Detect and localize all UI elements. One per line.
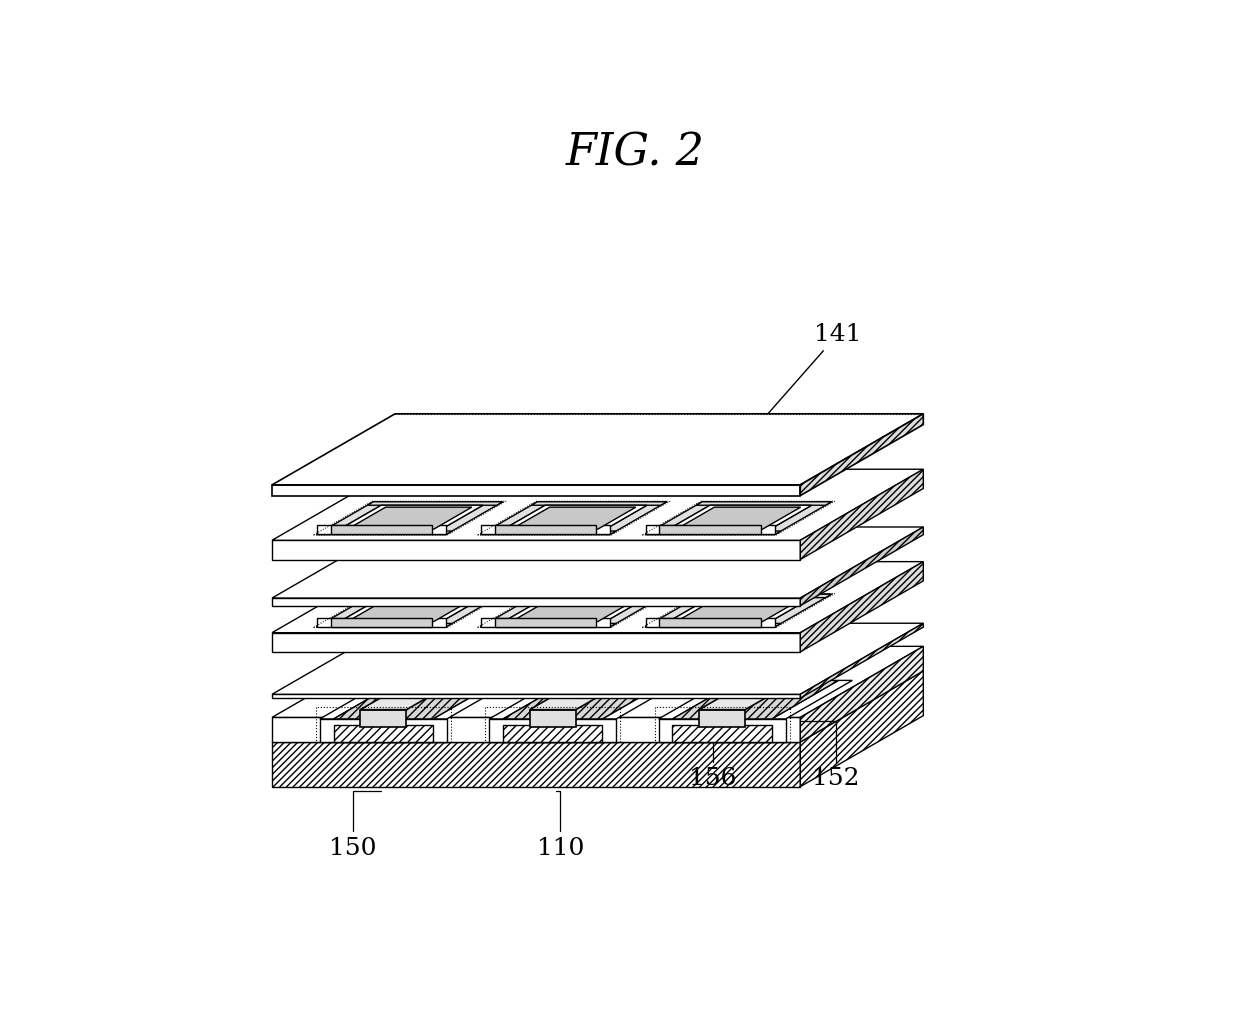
Polygon shape (481, 623, 616, 627)
Polygon shape (532, 502, 667, 505)
Polygon shape (761, 595, 832, 627)
Polygon shape (490, 719, 616, 742)
Polygon shape (800, 671, 924, 787)
Text: FIG. 2: FIG. 2 (565, 131, 706, 174)
Polygon shape (433, 595, 502, 627)
Polygon shape (800, 623, 924, 698)
Polygon shape (658, 680, 739, 719)
Polygon shape (501, 505, 647, 531)
Polygon shape (503, 725, 603, 742)
Polygon shape (800, 527, 924, 606)
Polygon shape (272, 598, 800, 606)
Polygon shape (272, 562, 924, 632)
Polygon shape (666, 598, 812, 623)
Polygon shape (676, 507, 801, 529)
Polygon shape (336, 598, 482, 623)
Polygon shape (481, 595, 552, 627)
Polygon shape (272, 646, 924, 718)
Polygon shape (316, 525, 446, 534)
Polygon shape (501, 598, 647, 623)
Polygon shape (272, 413, 924, 485)
Polygon shape (272, 718, 800, 742)
Polygon shape (529, 671, 642, 710)
Polygon shape (367, 502, 502, 505)
Text: 152: 152 (800, 721, 859, 790)
Text: 150: 150 (329, 791, 381, 860)
Polygon shape (336, 505, 482, 531)
Polygon shape (272, 541, 800, 560)
Polygon shape (603, 680, 683, 719)
Polygon shape (660, 618, 761, 627)
Polygon shape (481, 618, 610, 627)
Polygon shape (761, 502, 832, 534)
Polygon shape (696, 502, 832, 505)
Polygon shape (800, 413, 924, 496)
Polygon shape (481, 525, 610, 534)
Polygon shape (433, 502, 502, 534)
Polygon shape (347, 600, 472, 622)
Polygon shape (646, 595, 715, 627)
Polygon shape (272, 694, 800, 698)
Polygon shape (672, 680, 838, 719)
Polygon shape (334, 725, 433, 742)
Polygon shape (433, 680, 513, 719)
Polygon shape (646, 531, 781, 534)
Polygon shape (490, 680, 569, 719)
Polygon shape (699, 671, 812, 710)
Polygon shape (272, 742, 800, 787)
Polygon shape (367, 595, 502, 598)
Polygon shape (361, 671, 474, 710)
Polygon shape (316, 618, 446, 627)
Polygon shape (495, 525, 596, 534)
Polygon shape (512, 507, 636, 529)
Polygon shape (529, 710, 575, 727)
Polygon shape (316, 531, 453, 534)
Polygon shape (495, 618, 596, 627)
Polygon shape (331, 525, 433, 534)
Polygon shape (699, 710, 745, 727)
Polygon shape (800, 646, 924, 742)
Polygon shape (771, 680, 852, 719)
Polygon shape (660, 525, 761, 534)
Polygon shape (320, 719, 446, 742)
Text: 141: 141 (756, 323, 862, 428)
Polygon shape (331, 618, 433, 627)
Polygon shape (481, 531, 616, 534)
Polygon shape (334, 680, 500, 719)
Polygon shape (676, 600, 801, 622)
Polygon shape (596, 595, 667, 627)
Polygon shape (503, 680, 670, 719)
Polygon shape (272, 469, 924, 541)
Polygon shape (347, 507, 472, 529)
Polygon shape (646, 623, 781, 627)
Polygon shape (800, 562, 924, 652)
Polygon shape (272, 623, 924, 694)
Polygon shape (696, 595, 832, 598)
Polygon shape (596, 502, 667, 534)
Polygon shape (666, 505, 812, 531)
Polygon shape (481, 502, 552, 534)
Polygon shape (316, 595, 387, 627)
Polygon shape (272, 527, 924, 598)
Polygon shape (320, 680, 401, 719)
Polygon shape (316, 623, 453, 627)
Polygon shape (272, 485, 800, 496)
Polygon shape (658, 719, 786, 742)
Polygon shape (272, 671, 924, 742)
Polygon shape (646, 618, 775, 627)
Polygon shape (646, 502, 715, 534)
Polygon shape (316, 502, 387, 534)
Polygon shape (800, 469, 924, 560)
Polygon shape (672, 725, 771, 742)
Polygon shape (512, 600, 636, 622)
Polygon shape (361, 710, 407, 727)
Polygon shape (646, 525, 775, 534)
Polygon shape (272, 632, 800, 652)
Polygon shape (532, 595, 667, 598)
Text: 156: 156 (684, 721, 737, 790)
Text: 110: 110 (537, 791, 584, 860)
